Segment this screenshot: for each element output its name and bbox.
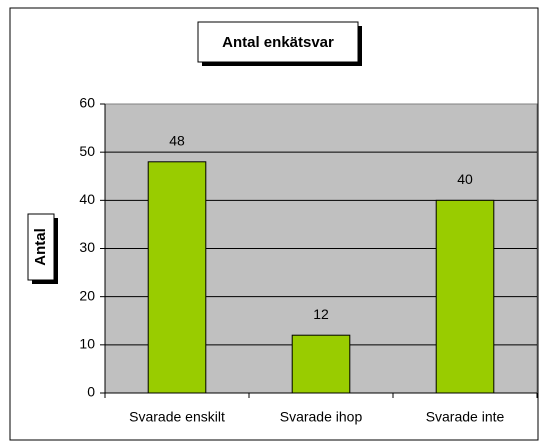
y-tick-label: 0 bbox=[87, 384, 95, 400]
y-tick-label: 10 bbox=[79, 336, 95, 352]
y-tick-label: 50 bbox=[79, 143, 95, 159]
y-tick-label: 20 bbox=[79, 287, 95, 303]
y-tick-label: 40 bbox=[79, 191, 95, 207]
title-box bbox=[197, 21, 359, 63]
data-label: 12 bbox=[313, 306, 329, 322]
x-tick-label: Svarade enskilt bbox=[129, 409, 225, 425]
x-tick-label: Svarade inte bbox=[426, 409, 505, 425]
y-tick-label: 30 bbox=[79, 239, 95, 255]
y-label-box bbox=[27, 213, 55, 281]
bar bbox=[147, 161, 207, 394]
y-axis-label: Antal bbox=[32, 228, 49, 266]
data-label: 40 bbox=[457, 171, 473, 187]
data-label: 48 bbox=[169, 133, 185, 149]
bar bbox=[435, 199, 495, 394]
bar bbox=[291, 334, 351, 394]
y-tick-label: 60 bbox=[79, 95, 95, 111]
x-tick-label: Svarade ihop bbox=[280, 409, 363, 425]
chart-title: Antal enkätsvar bbox=[222, 34, 334, 51]
